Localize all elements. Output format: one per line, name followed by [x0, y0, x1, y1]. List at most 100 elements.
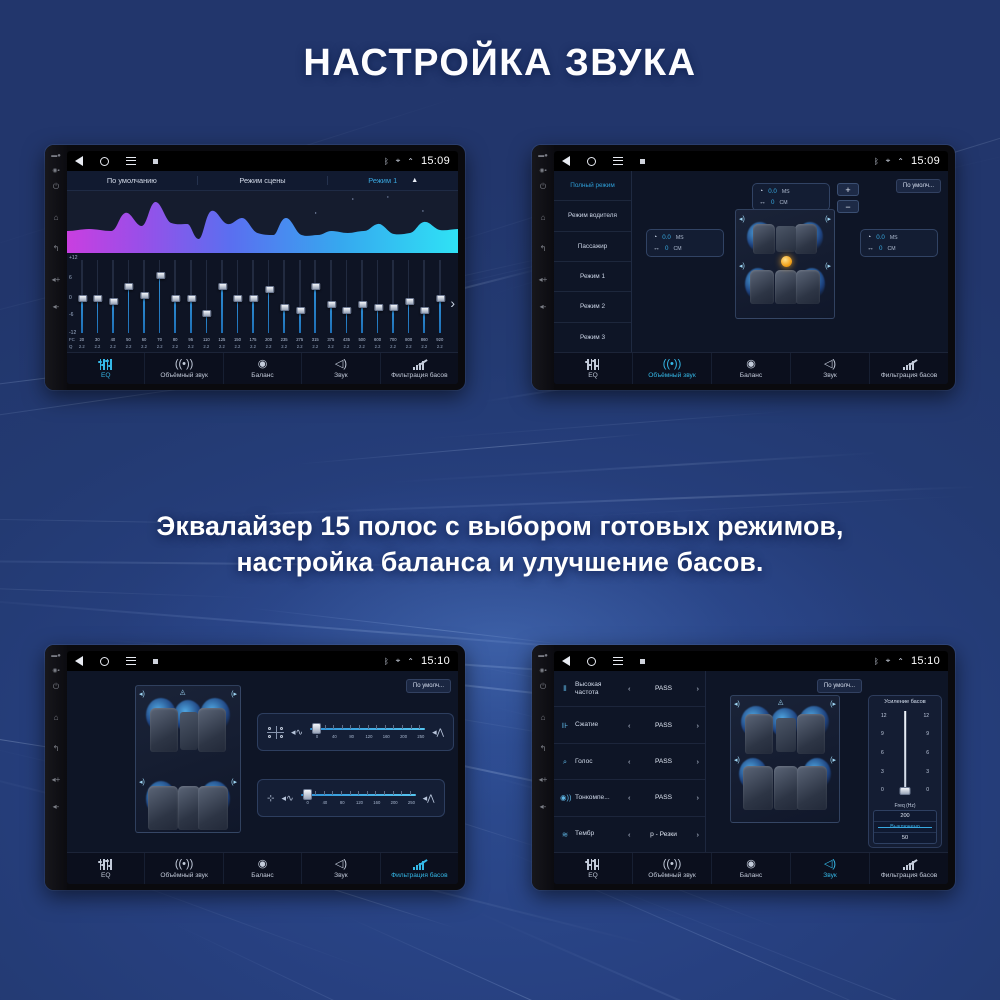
tab-sound[interactable]: ◁) Звук	[791, 353, 870, 384]
volume-up-icon[interactable]: ◂+	[52, 276, 61, 284]
surround-mode-item[interactable]: Режим 1	[554, 262, 631, 292]
delay-box-front[interactable]: ◔ 0.0 MS ↔ 0 CM	[752, 183, 830, 211]
nav-back-icon[interactable]	[562, 156, 570, 166]
freq-state-value[interactable]: Выключено	[874, 822, 936, 833]
eq-next-page-arrow[interactable]: ›	[450, 295, 455, 311]
surround-mode-item[interactable]: Пассажир	[554, 232, 631, 262]
nav-menu-icon[interactable]	[613, 157, 623, 165]
tab-bass-filter[interactable]: Фильтрация басов	[381, 353, 458, 384]
car-seat-diagram[interactable]: ◂) (▸ ◬ ◂) (▸	[730, 695, 840, 823]
tab-surround[interactable]: ((•)) Объёмный звук	[145, 853, 223, 884]
eq-slider-knob[interactable]	[125, 283, 134, 290]
eq-slider-knob[interactable]	[265, 286, 274, 293]
tab-surround[interactable]: ((•)) Объёмный звук	[633, 853, 712, 884]
home-icon[interactable]: ⌂	[54, 714, 59, 722]
power-icon[interactable]: ⏻	[540, 183, 546, 191]
volume-up-icon[interactable]: ◂+	[52, 776, 61, 784]
chevron-left-icon[interactable]: ‹	[628, 830, 631, 839]
nav-home-icon[interactable]	[100, 157, 109, 166]
tab-sound[interactable]: ◁) Звук	[302, 853, 380, 884]
eq-slider-knob[interactable]	[234, 295, 243, 302]
surround-mode-item[interactable]: Режим 3	[554, 323, 631, 352]
sound-focus-point[interactable]	[781, 256, 792, 267]
power-icon[interactable]: ⏻	[540, 683, 546, 691]
balance-slider-1[interactable]: 0 40 80 120 160 200 250	[310, 721, 425, 743]
back-icon[interactable]: ↰	[540, 245, 547, 253]
chevron-left-icon[interactable]: ‹	[628, 684, 631, 693]
tab-bass-filter[interactable]: Фильтрация басов	[870, 853, 948, 884]
eq-slider-knob[interactable]	[405, 298, 414, 305]
nav-back-icon[interactable]	[75, 656, 83, 666]
eq-default-preset[interactable]: По умолчанию	[67, 176, 198, 185]
volume-down-icon[interactable]: ◂-	[53, 803, 60, 811]
eq-slider-knob[interactable]	[280, 304, 289, 311]
freq-value-box[interactable]: 200 Выключено 50	[873, 810, 937, 844]
eq-slider-knob[interactable]	[436, 295, 445, 302]
surround-mode-item[interactable]: Режим водителя	[554, 201, 631, 231]
volume-down-icon[interactable]: ◂-	[53, 303, 60, 311]
increase-button[interactable]: +	[837, 183, 859, 196]
default-button[interactable]: По умолч...	[896, 179, 941, 193]
freq-low-value[interactable]: 50	[874, 833, 936, 843]
power-icon[interactable]: ⏻	[53, 683, 59, 691]
nav-home-icon[interactable]	[587, 157, 596, 166]
tab-balance[interactable]: ◉ Баланс	[712, 353, 791, 384]
eq-slider-knob[interactable]	[421, 307, 430, 314]
decrease-button[interactable]: −	[837, 200, 859, 213]
surround-mode-item[interactable]: Режим 2	[554, 292, 631, 322]
power-icon[interactable]: ⏻	[53, 183, 59, 191]
sound-setting-row[interactable]: ◉)) Тонкомпе... ‹ PASS ›	[554, 780, 705, 816]
eq-scene-mode[interactable]: Режим сцены	[198, 176, 329, 185]
tab-sound[interactable]: ◁) Звук	[302, 353, 380, 384]
chevron-right-icon[interactable]: ›	[697, 684, 700, 693]
freq-high-value[interactable]: 200	[874, 811, 936, 822]
chevron-left-icon[interactable]: ‹	[628, 793, 631, 802]
nav-menu-icon[interactable]	[613, 657, 623, 665]
back-icon[interactable]: ↰	[53, 745, 60, 753]
nav-recent-icon[interactable]	[640, 159, 645, 164]
tab-eq[interactable]: EQ	[67, 853, 145, 884]
eq-slider-knob[interactable]	[187, 295, 196, 302]
nav-menu-icon[interactable]	[126, 157, 136, 165]
nav-menu-icon[interactable]	[126, 657, 136, 665]
delay-box-right[interactable]: ◔ 0.0 MS ↔ 0 CM	[860, 229, 938, 257]
nav-home-icon[interactable]	[587, 657, 596, 666]
surround-mode-item[interactable]: Полный режим	[554, 171, 631, 201]
bass-boost-panel[interactable]: Усиление басов 12 9 6 3 0 12 9 6 3 0 Freq (Hz) 2…	[868, 695, 942, 848]
chevron-right-icon[interactable]: ›	[697, 721, 700, 730]
tab-balance[interactable]: ◉ Баланс	[712, 853, 791, 884]
home-icon[interactable]: ⌂	[541, 714, 546, 722]
slider-knob[interactable]	[303, 789, 312, 800]
balance-slider-box-1[interactable]: ◂∿ 0 40 80 120 160 200 250 ◂⋀	[257, 713, 454, 751]
tab-eq[interactable]: EQ	[67, 353, 145, 384]
chevron-left-icon[interactable]: ‹	[628, 721, 631, 730]
bass-boost-scale[interactable]: 12 9 6 3 0 12 9 6 3 0	[869, 707, 941, 801]
sound-setting-row[interactable]: ⊪ Сжатие ‹ PASS ›	[554, 707, 705, 743]
eq-slider-knob[interactable]	[249, 295, 258, 302]
slider-knob[interactable]	[312, 723, 321, 734]
back-icon[interactable]: ↰	[540, 745, 547, 753]
tab-balance[interactable]: ◉ Баланс	[224, 353, 302, 384]
tab-bass-filter[interactable]: Фильтрация басов	[870, 353, 948, 384]
home-icon[interactable]: ⌂	[541, 214, 546, 222]
nav-back-icon[interactable]	[75, 156, 83, 166]
tab-sound[interactable]: ◁) Звук	[791, 853, 870, 884]
eq-slider-knob[interactable]	[109, 298, 118, 305]
tab-bass-filter[interactable]: Фильтрация басов	[381, 853, 458, 884]
chevron-right-icon[interactable]: ›	[697, 757, 700, 766]
eq-slider-knob[interactable]	[78, 295, 87, 302]
chevron-right-icon[interactable]: ›	[697, 793, 700, 802]
eq-slider-knob[interactable]	[343, 307, 352, 314]
eq-slider-knob[interactable]	[312, 283, 321, 290]
balance-slider-2[interactable]: 0 40 80 120 160 200 250	[301, 787, 416, 809]
eq-slider-knob[interactable]	[327, 301, 336, 308]
eq-slider-knob[interactable]	[140, 292, 149, 299]
volume-up-icon[interactable]: ◂+	[539, 276, 548, 284]
tab-eq[interactable]: EQ	[554, 853, 633, 884]
volume-up-icon[interactable]: ◂+	[539, 776, 548, 784]
nav-recent-icon[interactable]	[640, 659, 645, 664]
sound-setting-row[interactable]: ≋ Тембр ‹ р - Резки ›	[554, 817, 705, 852]
delay-stepper[interactable]: + −	[837, 183, 859, 213]
nav-recent-icon[interactable]	[153, 159, 158, 164]
back-icon[interactable]: ↰	[53, 245, 60, 253]
